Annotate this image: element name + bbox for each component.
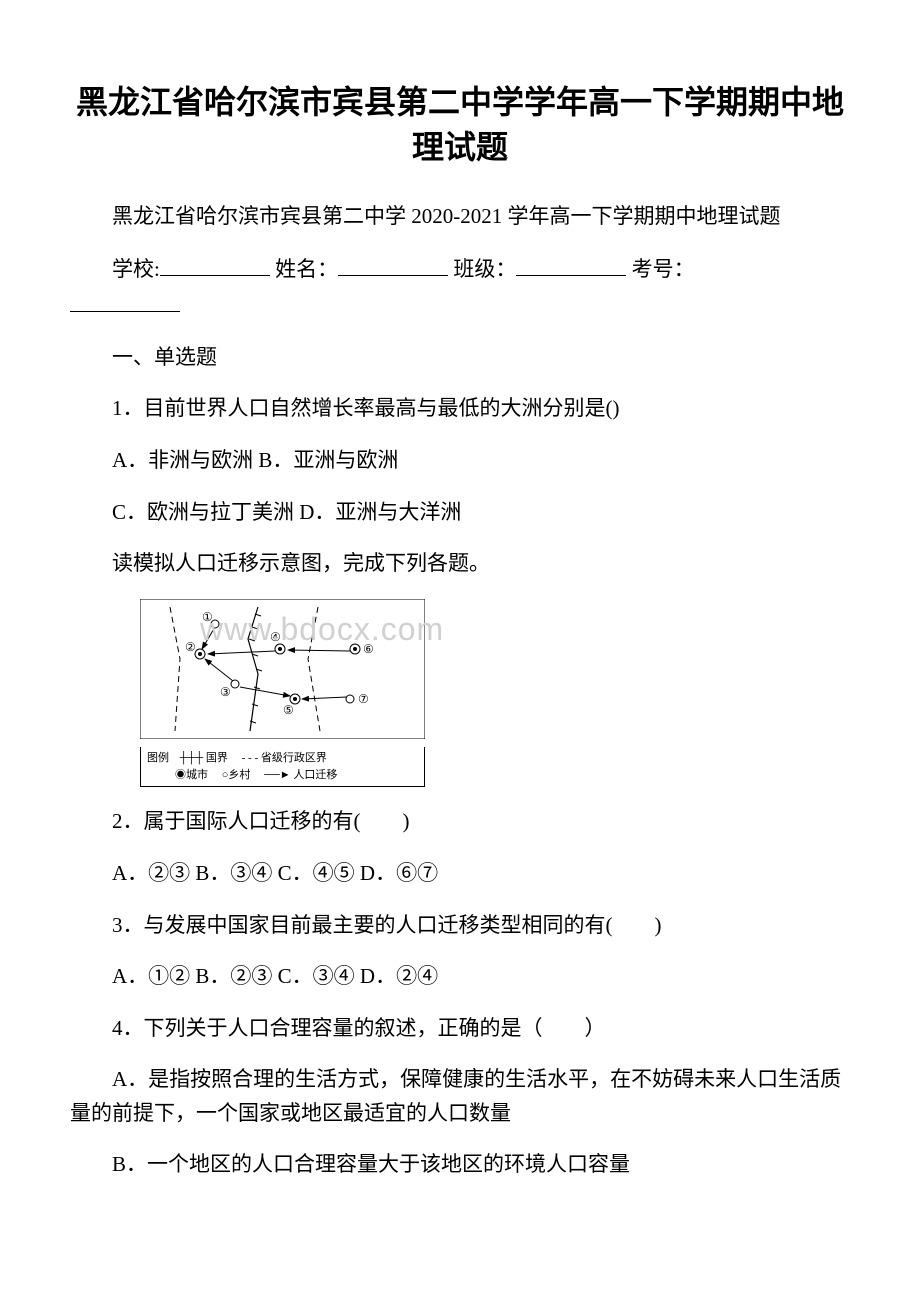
node-4-label: ④ (270, 630, 281, 644)
class-blank[interactable] (516, 251, 626, 276)
node-2-label: ② (185, 640, 196, 654)
number-blank[interactable] (70, 287, 180, 312)
q2-options: A．②③ B．③④ C．④⑤ D．⑥⑦ (70, 857, 850, 891)
q4-optB: B．一个地区的人口合理容量大于该地区的环境人口容量 (70, 1148, 850, 1182)
q4-optA: A．是指按照合理的生活方式，保障健康的生活水平，在不妨碍未来人口生活质量的前提下… (70, 1063, 850, 1130)
legend-migration: 人口迁移 (293, 769, 337, 781)
diagram-svg: ① ② ③ ④ ⑤ ⑥ ⑦ (140, 599, 425, 739)
node-3-label: ③ (220, 685, 231, 699)
node-1-label: ① (202, 610, 213, 624)
legend-country-icon: ┼┼┼ (180, 752, 203, 764)
q1-options-1: A．非洲与欧洲 B．亚洲与欧洲 (70, 444, 850, 478)
q3-text: 3．与发展中国家目前最主要的人口迁移类型相同的有( ) (70, 909, 850, 943)
q1-options-2: C．欧洲与拉丁美洲 D．亚洲与大洋洲 (70, 496, 850, 530)
section-header: 一、单选题 (70, 341, 850, 375)
legend-village: 乡村 (228, 769, 250, 781)
node-7-label: ⑦ (358, 692, 369, 706)
legend-city-icon: ◉ (175, 769, 186, 781)
class-label: 班级： (453, 257, 516, 281)
node-6-label: ⑥ (363, 642, 374, 656)
legend-province-icon: - - - (242, 752, 259, 764)
migration-diagram: www.bdocx.com (140, 599, 850, 788)
name-label: 姓名： (275, 257, 338, 281)
node-5-label: ⑤ (283, 703, 294, 717)
q2-intro: 读模拟人口迁移示意图，完成下列各题。 (70, 547, 850, 581)
q2-text: 2．属于国际人口迁移的有( ) (70, 805, 850, 839)
school-label: 学校: (112, 257, 160, 281)
school-blank[interactable] (160, 251, 270, 276)
number-label: 考号： (632, 257, 695, 281)
q3-options: A．①② B．②③ C．③④ D．②④ (70, 960, 850, 994)
legend-province: 省级行政区界 (261, 752, 327, 764)
q4-text: 4．下列关于人口合理容量的叙述，正确的是（ ） (70, 1012, 850, 1046)
legend-title: 图例 (147, 750, 169, 767)
diagram-legend: 图例 ┼┼┼ 国界 - - - 省级行政区界 ◉城市 ○乡村 ──► 人口迁移 (140, 747, 425, 787)
form-line: 学校: 姓名： 班级： 考号： (70, 251, 850, 323)
name-blank[interactable] (338, 251, 448, 276)
legend-migration-icon: ──► (264, 769, 290, 781)
subtitle: 黑龙江省哈尔滨市宾县第二中学 2020-2021 学年高一下学期期中地理试题 (70, 200, 850, 234)
legend-city: 城市 (186, 769, 208, 781)
legend-country: 国界 (206, 752, 228, 764)
page-title: 黑龙江省哈尔滨市宾县第二中学学年高一下学期期中地理试题 (70, 80, 850, 170)
q1-text: 1．目前世界人口自然增长率最高与最低的大洲分别是() (70, 392, 850, 426)
